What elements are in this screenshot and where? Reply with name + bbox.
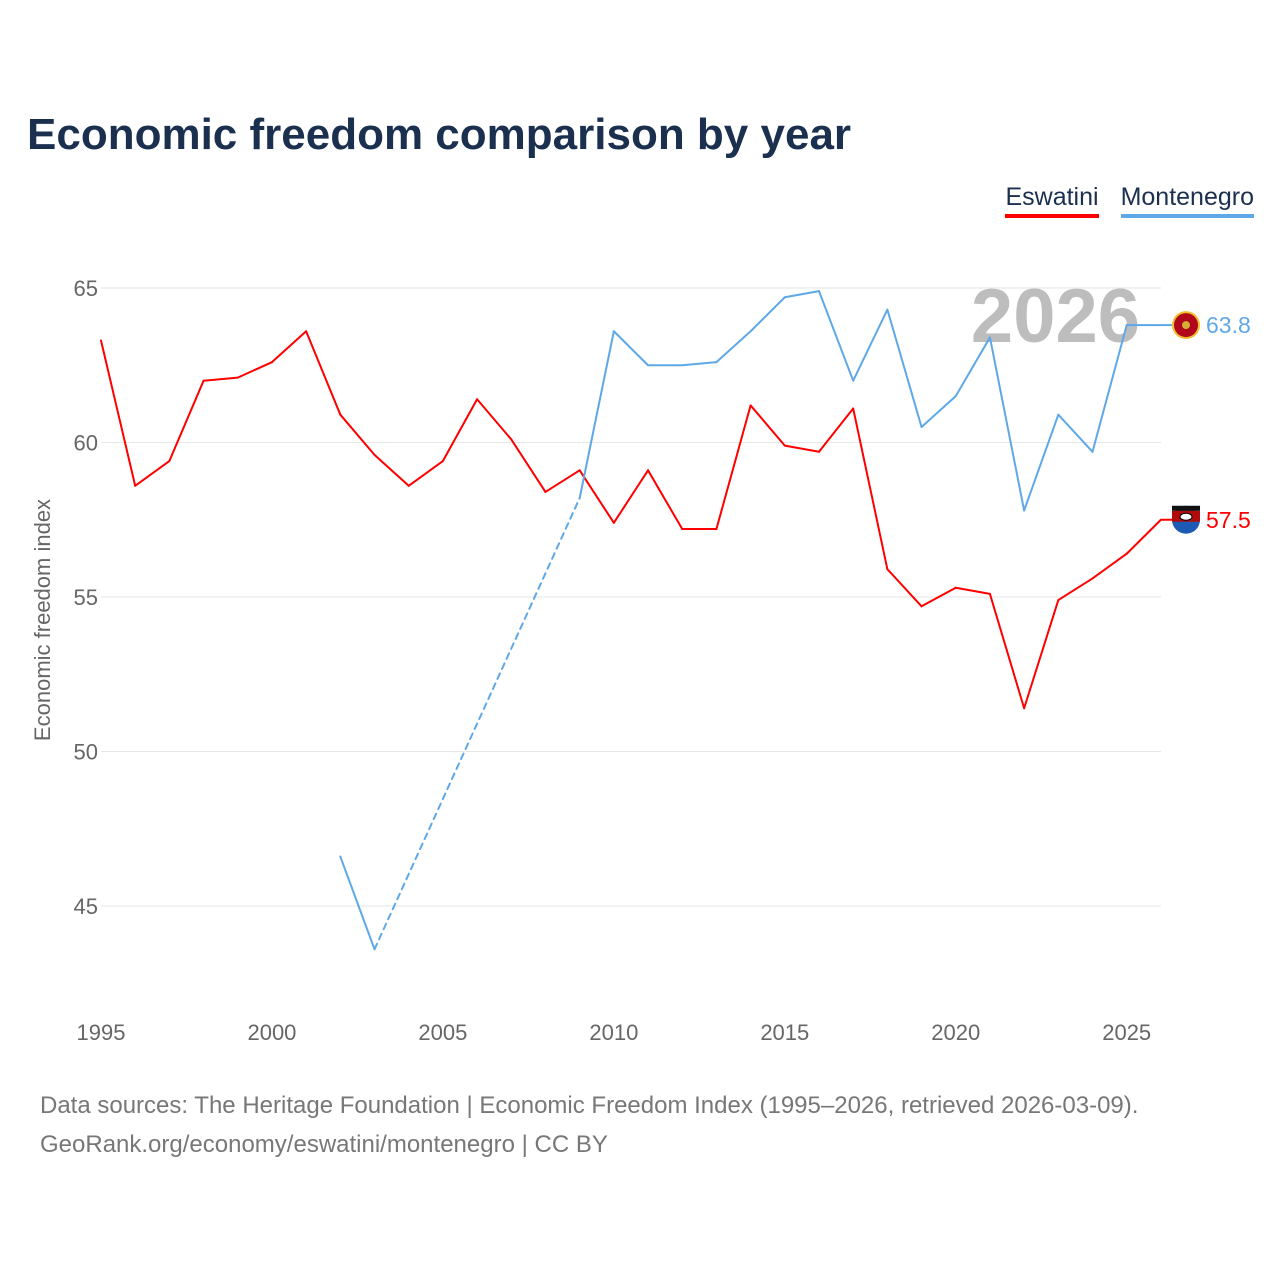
x-tick-label: 2020 — [931, 1020, 980, 1045]
series-montenegro-segment — [1057, 413, 1094, 453]
series-eswatini-segment — [715, 404, 752, 531]
series-montenegro-segment — [920, 395, 957, 429]
y-tick-label: 60 — [74, 431, 98, 456]
x-tick-label: 2010 — [589, 1020, 638, 1045]
legend-item-montenegro[interactable]: Montenegro — [1120, 183, 1254, 218]
series-eswatini-segment — [886, 568, 923, 608]
series-eswatini-segment — [1125, 518, 1162, 555]
series-montenegro-segment — [1023, 413, 1060, 512]
series-eswatini-segment — [134, 460, 171, 487]
end-value-label-eswatini: 57.5 — [1206, 507, 1251, 533]
series-eswatini-segment — [817, 407, 855, 453]
series-montenegro-segment — [886, 308, 923, 429]
series-montenegro-segment — [954, 336, 991, 398]
flag-eswatini-top — [1172, 505, 1200, 511]
series-eswatini-segment — [339, 413, 376, 456]
chart-title: Economic freedom comparison by year — [27, 110, 852, 159]
series-eswatini-segment — [852, 407, 889, 571]
y-tick-label: 45 — [74, 894, 98, 919]
series-montenegro-segment — [749, 296, 786, 333]
series-eswatini-segment — [100, 339, 137, 487]
x-tick-label: 2005 — [418, 1020, 467, 1045]
series-eswatini-segment — [920, 586, 957, 608]
series-eswatini-segment — [476, 398, 513, 441]
x-tick-label: 2015 — [760, 1020, 809, 1045]
attribution: GeoRank.org/economy/eswatini/montenegro … — [40, 1131, 608, 1158]
legend-item-eswatini[interactable]: Eswatini — [1005, 183, 1099, 218]
series-eswatini-segment — [578, 469, 615, 524]
x-tick-label: 2025 — [1102, 1020, 1151, 1045]
series-eswatini-segment — [1091, 552, 1128, 580]
series-eswatini-segment — [202, 376, 239, 382]
series-eswatini-segment — [1057, 577, 1094, 602]
series-eswatini-segment — [510, 438, 547, 493]
series-eswatini-segment — [988, 592, 1026, 710]
series-eswatini-segment — [647, 469, 684, 531]
series-montenegro-segment — [339, 855, 376, 951]
series-montenegro-segment — [817, 290, 855, 382]
y-tick-label: 65 — [74, 276, 98, 301]
data-sources: Data sources: The Heritage Foundation | … — [40, 1092, 1139, 1119]
series-eswatini-segment — [954, 586, 991, 595]
year-watermark: 2026 — [971, 274, 1140, 359]
x-tick-label: 1995 — [77, 1020, 126, 1045]
series-montenegro-segment — [783, 290, 820, 299]
series-montenegro-segment — [715, 330, 752, 364]
flag-montenegro-emblem — [1182, 321, 1190, 330]
series-eswatini-segment — [168, 379, 205, 463]
end-value-label-montenegro: 63.8 — [1206, 312, 1251, 338]
series-montenegro-segment — [578, 330, 615, 500]
y-axis-label: Economic freedom index — [30, 499, 55, 741]
y-tick-label: 55 — [74, 585, 98, 610]
series-montenegro-segment — [681, 361, 718, 367]
series-eswatini-segment — [612, 469, 650, 524]
series-montenegro-segment — [373, 497, 581, 951]
series-eswatini-segment — [441, 398, 479, 463]
legend: Eswatini Montenegro — [1005, 183, 1254, 218]
series-eswatini-segment — [270, 330, 308, 364]
footer: Data sources: The Heritage Foundation | … — [40, 1086, 1138, 1164]
series-eswatini-segment — [783, 444, 820, 453]
series-eswatini-segment — [544, 469, 581, 493]
series-eswatini-segment — [1023, 599, 1060, 710]
series-eswatini-segment — [749, 404, 786, 447]
series-eswatini-segment — [305, 330, 342, 416]
series-montenegro-segment — [852, 308, 889, 382]
series-eswatini-segment — [373, 453, 410, 487]
series-eswatini-segment — [407, 460, 444, 487]
flag-eswatini-shield — [1179, 512, 1193, 521]
series-eswatini-segment — [236, 361, 273, 379]
series-montenegro-segment — [988, 336, 1026, 512]
y-tick-label: 50 — [74, 740, 98, 765]
series-montenegro-segment — [1091, 324, 1128, 453]
x-tick-label: 2000 — [247, 1020, 296, 1045]
series-montenegro-segment — [612, 330, 650, 367]
